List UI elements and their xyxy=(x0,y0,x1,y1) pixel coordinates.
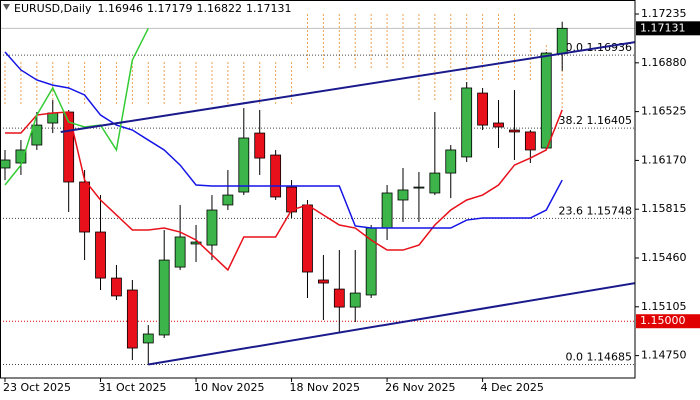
trendline xyxy=(60,41,635,133)
candle-body xyxy=(493,122,504,128)
symbol-icon xyxy=(3,4,10,10)
candle-body xyxy=(429,172,441,194)
fib-label: 23.6 1.15748 xyxy=(559,204,632,217)
candle-body xyxy=(158,259,170,336)
y-tick-label: 1.16170 xyxy=(641,153,687,166)
title-high: 1.17179 xyxy=(147,2,193,15)
y-tick-label: 1.16525 xyxy=(641,105,687,118)
x-tick-label: 18 Nov 2025 xyxy=(290,381,360,394)
x-tick-label: 26 Nov 2025 xyxy=(385,381,455,394)
y-tick-label: 1.16880 xyxy=(641,56,687,69)
price-marker-label: 1.15000 xyxy=(640,314,686,327)
candle-body xyxy=(397,189,409,201)
x-tick-label: 10 Nov 2025 xyxy=(194,381,264,394)
y-tick-label: 1.15815 xyxy=(641,202,687,215)
indicator-line xyxy=(5,109,563,272)
candle-body xyxy=(381,192,393,229)
y-tick-label: 1.17235 xyxy=(641,7,687,20)
x-tick-label: 31 Oct 2025 xyxy=(99,381,167,394)
candle-body xyxy=(540,52,552,149)
candle-body xyxy=(302,204,313,273)
price-marker-label: 1.17131 xyxy=(640,21,686,34)
candle-body xyxy=(286,186,297,213)
candle-body xyxy=(333,288,345,308)
indicator-line xyxy=(4,27,149,186)
price-marker xyxy=(636,314,700,329)
candle-body xyxy=(445,149,457,174)
x-tick-label: 4 Dec 2025 xyxy=(481,381,544,394)
candle-body xyxy=(254,132,266,159)
price-marker xyxy=(636,21,700,36)
candle-body xyxy=(509,129,520,133)
fib-label: 38.2 1.16405 xyxy=(559,114,632,127)
y-tick-label: 1.14750 xyxy=(641,349,687,362)
fib-label: 0.0 1.14685 xyxy=(566,351,632,364)
indicator-line xyxy=(4,51,563,229)
candle-body xyxy=(126,289,138,349)
candle-body xyxy=(238,137,250,193)
candle-body xyxy=(95,231,106,279)
candle-body xyxy=(174,236,186,268)
candle-body xyxy=(524,131,536,151)
title-open: 1.16946 xyxy=(97,2,143,15)
trendline xyxy=(148,282,635,366)
candle-body xyxy=(31,124,43,146)
candle-body xyxy=(556,27,568,55)
y-tick-label: 1.15105 xyxy=(641,300,687,313)
chart-title: EURUSD,Daily 1.16946 1.17179 1.16822 1.17131 xyxy=(14,2,291,15)
y-tick-label: 1.15460 xyxy=(641,251,687,264)
candle-body xyxy=(461,87,473,158)
candle-body xyxy=(0,159,11,169)
x-tick-label: 23 Oct 2025 xyxy=(3,381,71,394)
candle-body xyxy=(477,92,489,126)
title-low: 1.16822 xyxy=(196,2,242,15)
plot-frame xyxy=(0,0,636,379)
title-symbol: EURUSD,Daily xyxy=(14,2,92,15)
candle-body xyxy=(270,154,282,198)
candle-body xyxy=(190,241,202,245)
title-close: 1.17131 xyxy=(246,2,292,15)
candle-body xyxy=(111,277,122,297)
candle-body xyxy=(222,194,234,206)
candle-body xyxy=(349,292,361,308)
candle-body xyxy=(79,181,90,233)
candle-body xyxy=(206,209,218,246)
candle-body xyxy=(317,279,329,284)
candle-body xyxy=(413,186,425,189)
candle-body xyxy=(47,112,59,124)
candle-body xyxy=(142,333,154,344)
